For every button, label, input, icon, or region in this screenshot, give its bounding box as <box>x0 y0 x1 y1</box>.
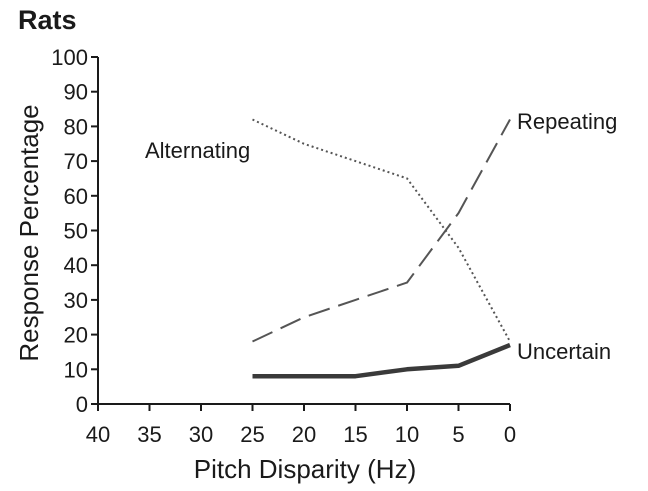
series-label-repeating: Repeating <box>517 109 617 134</box>
x-tick-label: 15 <box>343 422 367 447</box>
y-tick-label: 90 <box>64 80 88 105</box>
series-line-repeating <box>252 119 511 343</box>
series-label-uncertain: Uncertain <box>517 339 611 364</box>
y-tick-label: 50 <box>64 219 88 244</box>
series-layer <box>252 118 511 379</box>
y-axis-title: Response Percentage <box>14 104 44 361</box>
x-tick-label: 40 <box>86 422 110 447</box>
x-tick-label: 25 <box>240 422 264 447</box>
series-label-alternating: Alternating <box>145 138 250 163</box>
x-tick-label: 20 <box>292 422 316 447</box>
y-tick-label: 70 <box>64 149 88 174</box>
x-tick-label: 30 <box>189 422 213 447</box>
x-tick-label: 35 <box>137 422 161 447</box>
y-tick-label: 100 <box>51 45 88 70</box>
series-label-layer: Alternating Repeating Uncertain <box>145 109 617 364</box>
y-tick-label: 40 <box>64 253 88 278</box>
x-tick-label: 5 <box>452 422 464 447</box>
chart-title: Rats <box>18 5 77 35</box>
x-tick-label: 0 <box>504 422 516 447</box>
y-tick-label: 20 <box>64 323 88 348</box>
y-tick-label: 80 <box>64 114 88 139</box>
y-tick-label: 0 <box>76 392 88 417</box>
y-tick-label: 10 <box>64 357 88 382</box>
series-line-uncertain <box>252 342 511 379</box>
series-line-alternating <box>252 118 511 342</box>
y-tick-label: 30 <box>64 288 88 313</box>
x-tick-label: 10 <box>395 422 419 447</box>
y-tick-label: 60 <box>64 184 88 209</box>
x-axis-title: Pitch Disparity (Hz) <box>194 454 416 484</box>
